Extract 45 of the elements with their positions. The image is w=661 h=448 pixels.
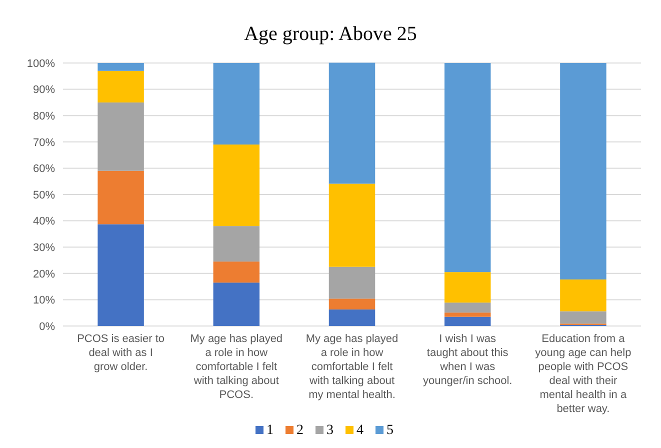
bar bbox=[560, 279, 606, 312]
x-tick-label: My age has played a role in how comfortable I felt with talking about PCOS. bbox=[190, 333, 283, 401]
bar bbox=[213, 144, 260, 226]
chart-title: Age group: Above 25 bbox=[244, 23, 417, 45]
legend-label: 2 bbox=[296, 423, 304, 438]
legend-label: 3 bbox=[326, 423, 334, 438]
bar bbox=[328, 298, 376, 310]
bar bbox=[560, 311, 606, 324]
bar bbox=[328, 62, 376, 184]
bar bbox=[444, 312, 491, 317]
bar bbox=[98, 102, 144, 171]
bar bbox=[213, 226, 260, 262]
y-tick-label: 90% bbox=[32, 84, 56, 96]
legend-label: 1 bbox=[266, 423, 274, 438]
bar bbox=[444, 316, 491, 326]
x-tick-label: I wish I was taught about this when I was younger/in school. bbox=[422, 333, 512, 387]
legend-label: 5 bbox=[386, 423, 394, 438]
bar bbox=[444, 302, 491, 313]
y-tick-label: 0% bbox=[39, 320, 56, 333]
bar bbox=[328, 266, 376, 299]
legend-label: 4 bbox=[356, 423, 364, 438]
bar bbox=[560, 63, 606, 280]
bar bbox=[98, 70, 144, 102]
y-tick-label: 20% bbox=[32, 268, 56, 280]
y-tick-label: 40% bbox=[32, 216, 56, 228]
y-tick-label: 80% bbox=[32, 110, 56, 122]
y-tick-label: 100% bbox=[26, 58, 56, 70]
x-tick-label: Education from a young age can help people with PCOS deal with their mental health in a better way. bbox=[535, 333, 632, 415]
bar bbox=[328, 184, 376, 267]
y-tick-label: 10% bbox=[32, 294, 56, 307]
bar bbox=[444, 63, 491, 272]
y-tick-label: 70% bbox=[32, 136, 56, 149]
bar bbox=[213, 262, 260, 283]
bar bbox=[213, 282, 260, 326]
bar bbox=[444, 272, 491, 303]
bar bbox=[213, 63, 260, 145]
bar bbox=[98, 170, 144, 224]
bar bbox=[98, 63, 144, 71]
bar bbox=[98, 224, 144, 326]
x-tick-label: My age has played a role in how comfortable I felt with talking about my mental health. bbox=[306, 333, 398, 401]
y-tick-label: 30% bbox=[32, 242, 56, 254]
y-tick-label: 50% bbox=[32, 189, 56, 202]
bar bbox=[328, 309, 376, 326]
y-tick-label: 60% bbox=[32, 163, 56, 176]
x-tick-label: PCOS is easier to deal with as I grow older. bbox=[77, 333, 165, 373]
